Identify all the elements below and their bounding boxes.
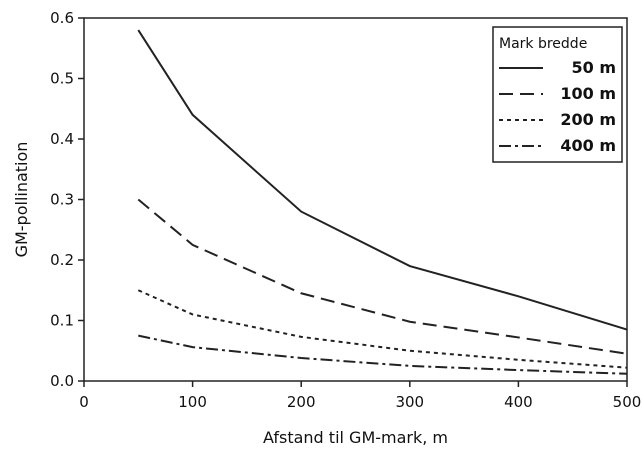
series-layer [137,29,628,375]
legend: Mark bredde 50 m 100 m 200 m 400 m [492,26,623,163]
x-tick-label: 300 [395,393,424,411]
y-axis-label: GM-pollination [12,142,31,258]
x-tick-label: 400 [504,393,533,411]
y-tick-label: 0.1 [50,312,74,330]
axis-ticks: 0 100 200 300 400 500 0.0 0.1 0.2 0.3 0.4 0.5 0.6 [50,9,641,411]
x-tick-label: 500 [613,393,642,411]
legend-title: Mark bredde [499,36,587,52]
x-tick-label: 100 [178,393,207,411]
x-tick-label: 200 [287,393,316,411]
x-tick-label: 0 [79,393,89,411]
legend-label: 50 m [571,58,616,77]
y-tick-label: 0.6 [50,9,74,27]
y-tick-label: 0.5 [50,70,74,88]
y-tick-label: 0.0 [50,372,74,390]
legend-box [492,26,623,163]
series-line-400-m [138,334,628,375]
y-tick-label: 0.3 [50,191,74,209]
legend-label: 400 m [560,136,616,155]
y-tick-label: 0.4 [50,130,74,148]
y-tick-label: 0.2 [50,251,74,269]
series-line-200-m [137,289,628,369]
series-line-100-m [137,198,628,355]
legend-label: 200 m [560,110,616,129]
legend-label: 100 m [560,84,616,103]
series-line-50-m [137,29,628,331]
x-axis-label: Afstand til GM-mark, m [263,428,448,447]
